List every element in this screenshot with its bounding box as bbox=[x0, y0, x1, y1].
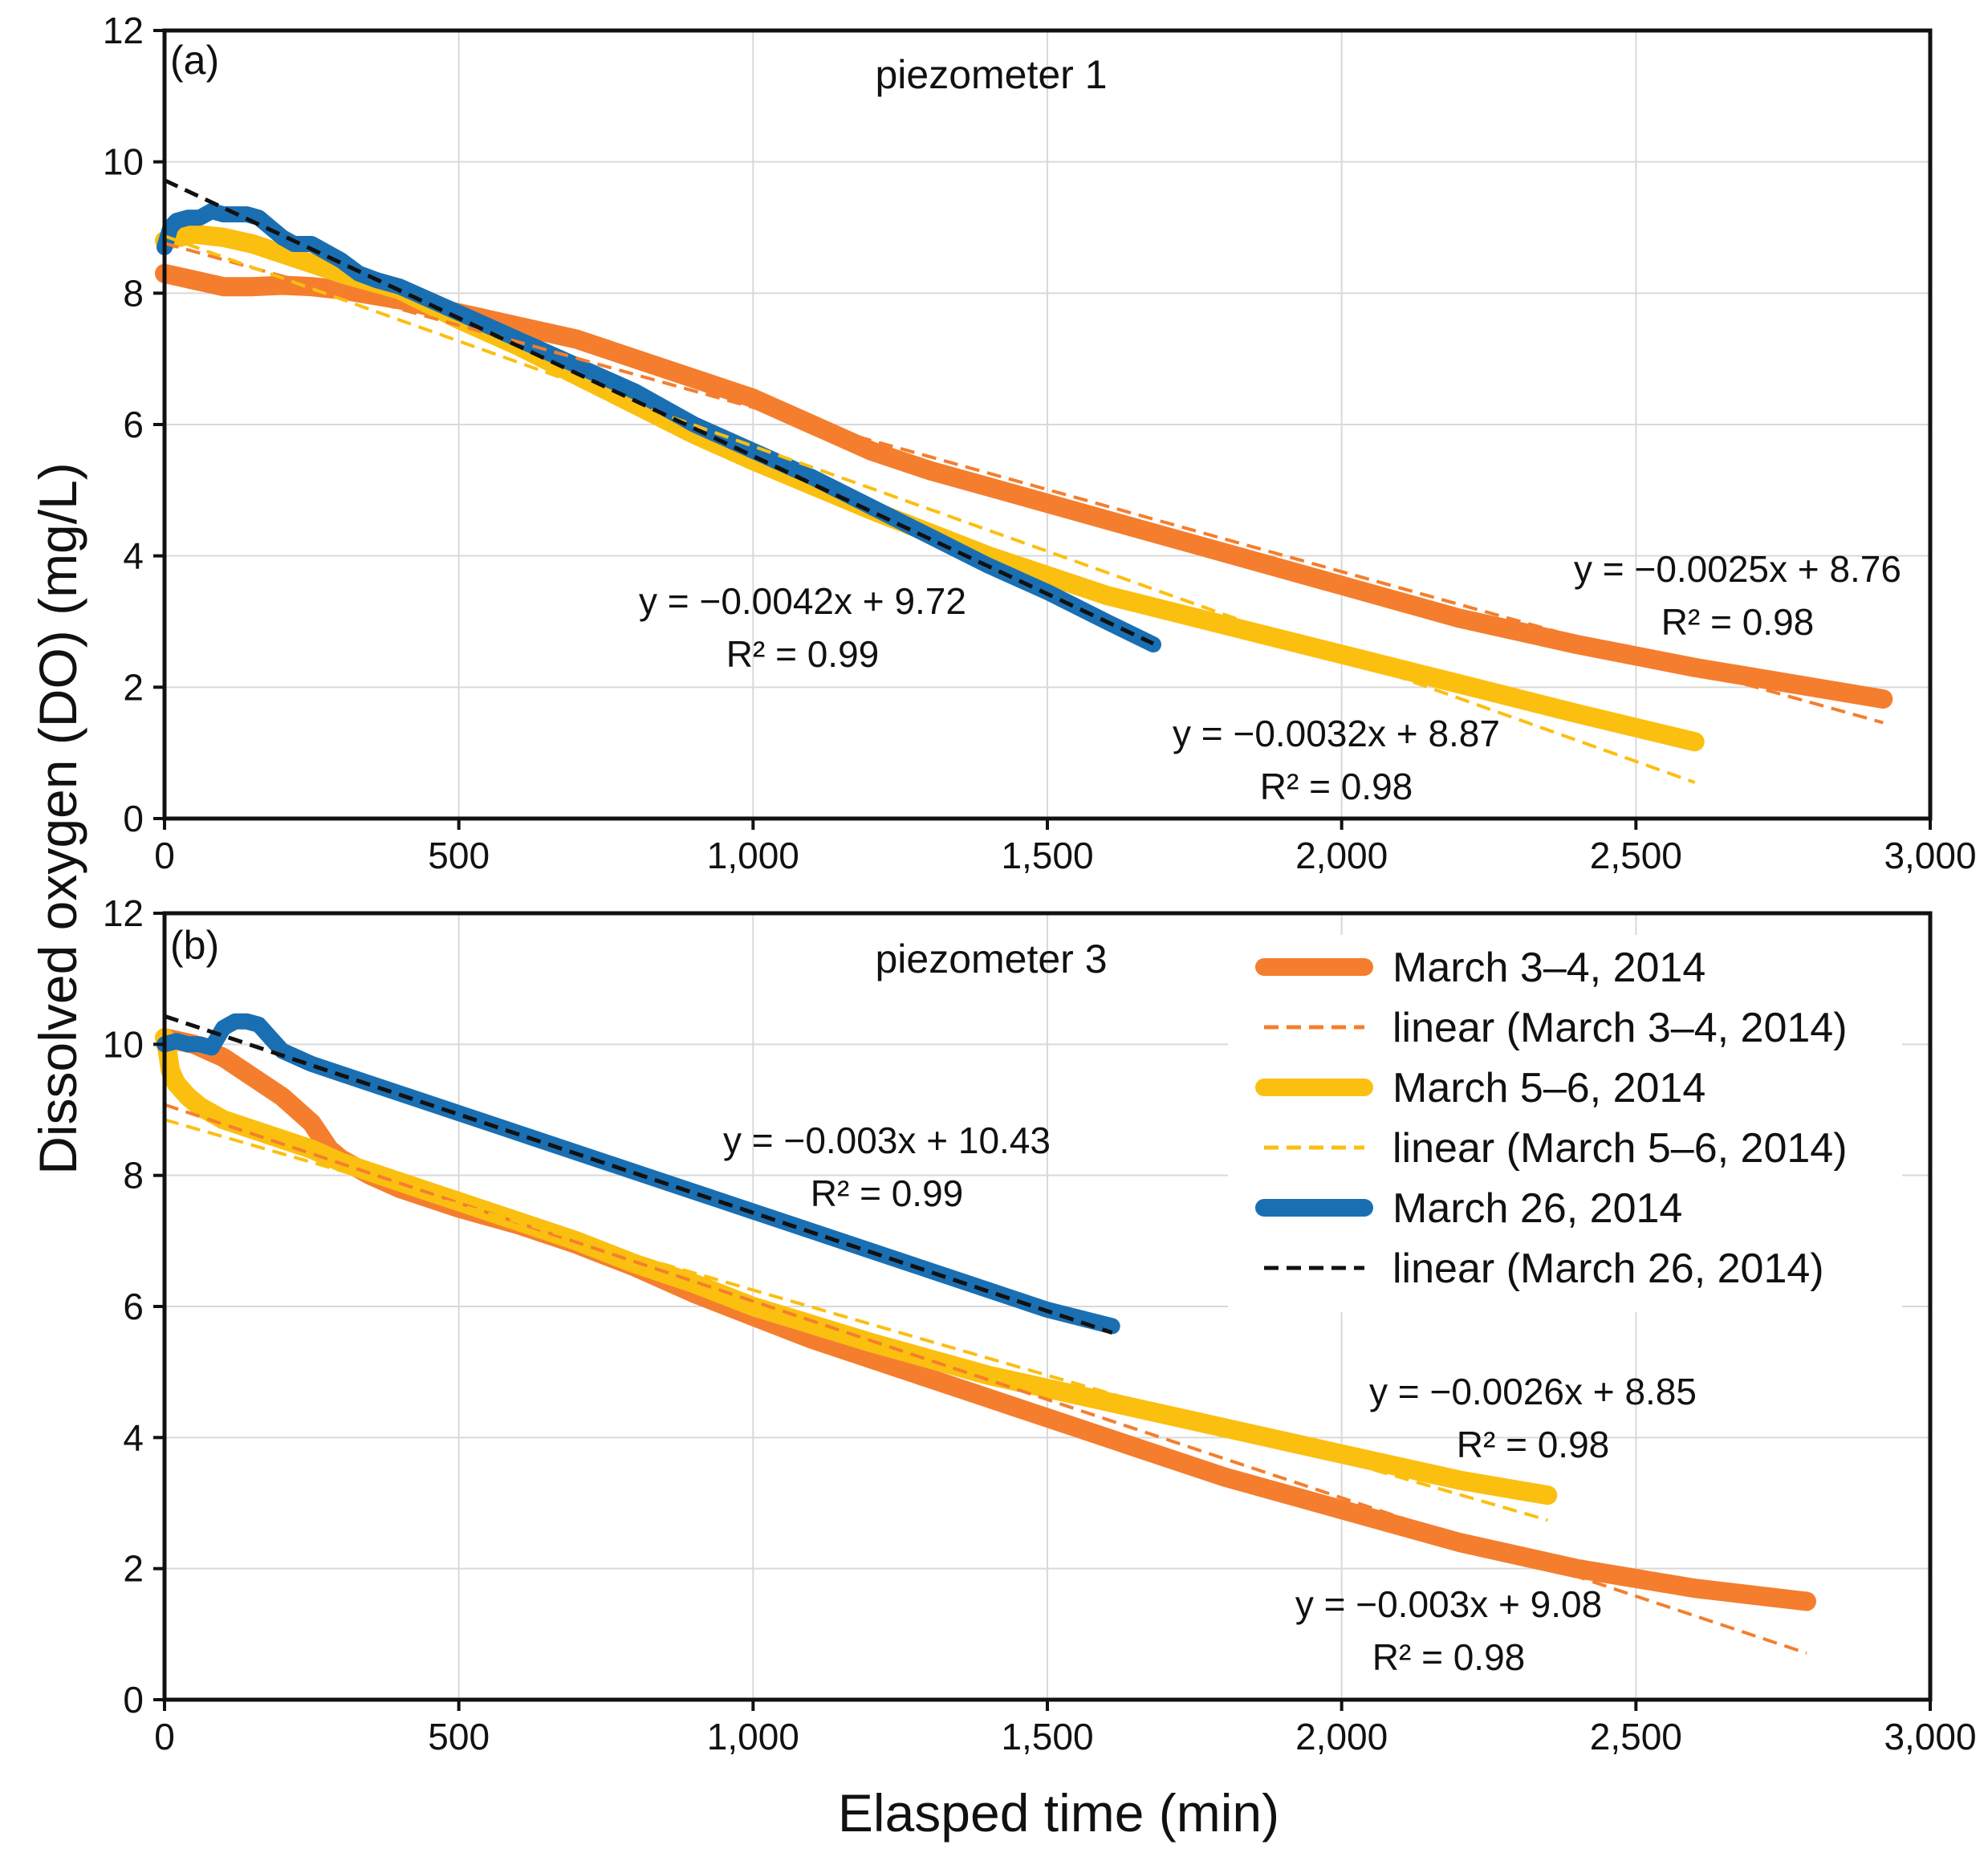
fit-equation-label: y = −0.0042x + 9.72 bbox=[639, 580, 966, 622]
legend-background bbox=[1228, 935, 1902, 1312]
x-tick-label: 2,500 bbox=[1590, 1716, 1682, 1757]
panel-title: piezometer 1 bbox=[875, 52, 1107, 97]
fit-line-march-26-2014 bbox=[163, 178, 1155, 646]
series-line-march-3-4-2014 bbox=[155, 263, 1893, 709]
legend-entry-label: March 3–4, 2014 bbox=[1392, 945, 1705, 991]
x-tick-label: 2,000 bbox=[1295, 1716, 1388, 1757]
panel-label: (a) bbox=[170, 38, 219, 83]
legend-entry-label: March 5–6, 2014 bbox=[1392, 1065, 1705, 1111]
x-tick-label: 500 bbox=[428, 1716, 490, 1757]
legend-entry-label: March 26, 2014 bbox=[1392, 1185, 1682, 1232]
y-tick-label: 10 bbox=[103, 141, 144, 183]
fit-equation-label: y = −0.003x + 9.08 bbox=[1295, 1583, 1602, 1625]
y-tick-label: 4 bbox=[123, 535, 144, 577]
fit-r2-label: R² = 0.98 bbox=[1260, 766, 1413, 807]
fit-equation-label: y = −0.003x + 10.43 bbox=[723, 1119, 1051, 1161]
fit-r2-label: R² = 0.98 bbox=[1661, 601, 1815, 643]
fit-line-march-3-4-2014 bbox=[164, 242, 1884, 725]
legend-entry-label: linear (March 3–4, 2014) bbox=[1392, 1005, 1848, 1051]
legend-entry-label: linear (March 26, 2014) bbox=[1392, 1245, 1824, 1292]
x-tick-label: 2,000 bbox=[1295, 835, 1388, 876]
y-tick-label: 2 bbox=[123, 666, 144, 708]
y-axis-title: Dissolved oxygen (DO) (mg/L) bbox=[28, 462, 87, 1175]
y-tick-label: 6 bbox=[123, 404, 144, 445]
legend-entry-label: linear (March 5–6, 2014) bbox=[1392, 1125, 1848, 1172]
y-tick-label: 2 bbox=[123, 1548, 144, 1590]
y-tick-label: 0 bbox=[123, 798, 144, 839]
series-line-march-26-2014 bbox=[157, 1013, 1120, 1335]
fit-equation-label: y = −0.0032x + 8.87 bbox=[1173, 713, 1500, 754]
fit-line-march-5-6-2014 bbox=[164, 1118, 1548, 1522]
panel-a: 0 500 1,000 1,500 2,000 2,500 3,000 0 2 4 6 8 10 12 (a… bbox=[103, 10, 1977, 876]
x-tick-label: 500 bbox=[428, 835, 490, 876]
y-tick-label: 0 bbox=[123, 1679, 144, 1721]
series-line-march-5-6-2014 bbox=[155, 224, 1705, 752]
x-tick-label: 0 bbox=[154, 1716, 175, 1757]
y-tick-label: 4 bbox=[123, 1416, 144, 1458]
fit-line-march-3-4-2014 bbox=[164, 1103, 1807, 1655]
fit-equation-label: y = −0.0025x + 8.76 bbox=[1574, 548, 1901, 590]
y-tick-label: 12 bbox=[103, 892, 144, 934]
fit-r2-label: R² = 0.99 bbox=[726, 633, 880, 675]
panel-b: 0 500 1,000 1,500 2,000 2,500 3,000 0 2 4 6 8 10 12 (b… bbox=[103, 892, 1977, 1757]
fit-r2-label: R² = 0.98 bbox=[1372, 1636, 1526, 1678]
legend: March 3–4, 2014 linear (March 3–4, 2014) M… bbox=[1228, 935, 1902, 1312]
fit-r2-label: R² = 0.98 bbox=[1457, 1424, 1610, 1465]
y-tick-label: 10 bbox=[103, 1023, 144, 1065]
y-tick-label: 8 bbox=[123, 1155, 144, 1197]
panel-label: (b) bbox=[170, 923, 219, 968]
x-tick-label: 0 bbox=[154, 835, 175, 876]
panel-title: piezometer 3 bbox=[875, 937, 1107, 981]
x-tick-label: 3,000 bbox=[1884, 1716, 1976, 1757]
y-tick-label: 8 bbox=[123, 272, 144, 314]
fit-r2-label: R² = 0.99 bbox=[811, 1172, 964, 1214]
y-tick-label: 6 bbox=[123, 1286, 144, 1327]
x-tick-label: 1,500 bbox=[1001, 835, 1093, 876]
fit-line-march-5-6-2014 bbox=[164, 234, 1696, 784]
x-tick-label: 3,000 bbox=[1884, 835, 1976, 876]
x-tick-label: 2,500 bbox=[1590, 835, 1682, 876]
fit-line-march-26-2014 bbox=[164, 1014, 1113, 1335]
fit-equation-label: y = −0.0026x + 8.85 bbox=[1369, 1371, 1697, 1412]
x-axis-title: Elasped time (min) bbox=[838, 1783, 1279, 1843]
x-tick-label: 1,000 bbox=[707, 1716, 799, 1757]
y-tick-label: 12 bbox=[103, 10, 144, 51]
x-tick-label: 1,500 bbox=[1001, 1716, 1093, 1757]
x-tick-label: 1,000 bbox=[707, 835, 799, 876]
